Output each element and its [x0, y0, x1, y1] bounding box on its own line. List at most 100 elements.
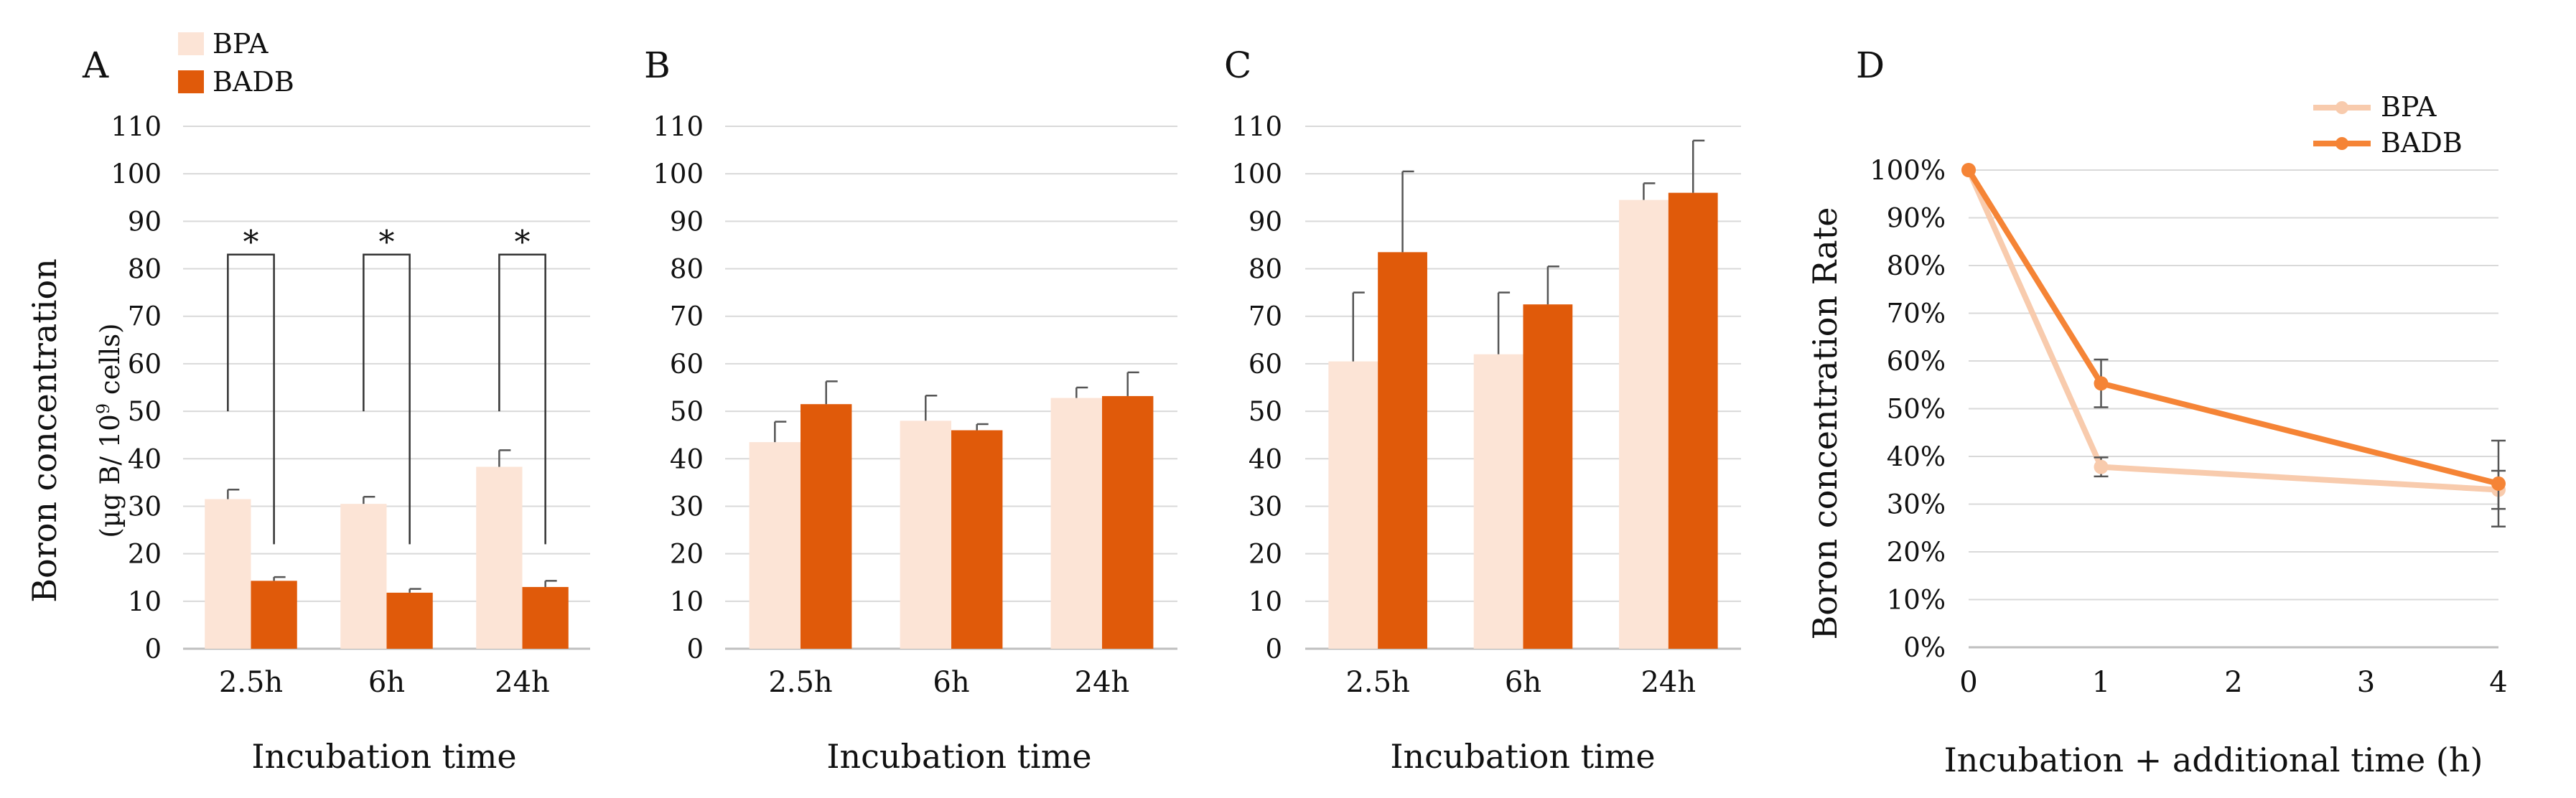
x-tick-label: 0	[1959, 666, 1977, 699]
x-tick-label: 3	[2357, 666, 2375, 699]
panel-label-c: C	[1224, 44, 1251, 86]
data-point-badb	[2094, 376, 2109, 391]
panel-c-chart: C Incubation time 0 10 20 30 40 50 60 70 80 90 100…	[1224, 44, 1741, 776]
y-tick-label: 20%	[1887, 537, 1946, 568]
legend-label-badb: BADB	[2381, 127, 2463, 159]
y-tick-label: 30	[670, 491, 704, 522]
y-tick-label: 50	[128, 396, 162, 427]
y-tick-label: 80	[670, 254, 704, 285]
y-tick-label: 70	[670, 301, 704, 332]
x-tick-label: 6h	[1505, 666, 1541, 699]
y-tick-label: 40	[128, 443, 162, 474]
y-tick-label: 100	[653, 159, 704, 189]
y-tick-label: 90	[128, 206, 162, 237]
x-tick-label: 24h	[1641, 666, 1696, 699]
y-tick-label: 100	[111, 159, 162, 189]
y-tick-label: 80%	[1887, 250, 1946, 281]
x-axis-label-a: Incubation time	[251, 737, 516, 776]
y-tick-label: 90	[670, 206, 704, 237]
y-tick-label: 10%	[1887, 585, 1946, 616]
y-tick-label: 80	[1249, 254, 1282, 285]
bar-badb	[951, 430, 1003, 649]
bar-badb	[522, 586, 569, 649]
significance-bracket	[227, 253, 275, 545]
y-tick-label: 60%	[1887, 346, 1946, 377]
bar-bpa	[900, 421, 951, 649]
bar-badb	[801, 404, 852, 649]
significance-marker: *	[379, 225, 395, 261]
x-axis-label-c: Incubation time	[1390, 737, 1655, 776]
y-tick-label: 100	[1231, 159, 1282, 189]
legend-swatch-bpa	[178, 32, 204, 55]
data-point-badb	[1961, 163, 1976, 177]
panel-d-chart: D Boron concentration Rate Incubation + …	[1806, 44, 2508, 779]
y-tick-label: 10	[128, 586, 162, 617]
bar-bpa	[1619, 200, 1669, 649]
y-tick-label: 70%	[1887, 299, 1946, 329]
bar-bpa	[1328, 361, 1378, 649]
bar-bpa	[749, 442, 801, 649]
bar-bpa	[1050, 398, 1102, 649]
x-tick-label: 2.5h	[219, 666, 283, 699]
bar-badb	[386, 592, 433, 649]
x-tick-label: 6h	[368, 666, 405, 699]
bar-bpa	[1473, 354, 1523, 649]
bar-bpa	[205, 499, 251, 649]
significance-marker: *	[243, 225, 259, 261]
legend-swatch-badb	[178, 70, 204, 93]
legend: BPA BADB	[178, 28, 294, 98]
y-tick-label: 70	[1249, 301, 1282, 332]
bar-badb	[1523, 304, 1573, 649]
y-tick-label: 10	[670, 586, 704, 617]
y-tick-label: 90%	[1887, 203, 1946, 234]
x-tick-label: 2.5h	[768, 666, 832, 699]
x-tick-label: 4	[2489, 666, 2507, 699]
y-tick-label: 20	[670, 539, 704, 570]
bar-badb	[1668, 192, 1718, 649]
x-tick-label: 1	[2092, 666, 2110, 699]
y-tick-label: 110	[1231, 111, 1282, 142]
y-tick-label: 50	[670, 396, 704, 427]
panel-label-d: D	[1856, 44, 1885, 86]
x-axis-label-d: Incubation + additional time (h)	[1944, 741, 2483, 779]
x-tick-label: 2.5h	[1345, 666, 1409, 699]
panel-b-chart: B Incubation time 0 10 20 30 40 50 60 70 80 90 100…	[644, 44, 1177, 776]
bar-bpa	[476, 466, 523, 649]
legend-label-badb: BADB	[213, 66, 294, 98]
significance-bracket	[363, 253, 411, 545]
y-tick-label: 110	[111, 111, 162, 142]
panel-label-b: B	[644, 44, 671, 86]
y-tick-label: 50%	[1887, 394, 1946, 425]
y-tick-label: 20	[1249, 539, 1282, 570]
y-tick-label: 40%	[1887, 441, 1946, 472]
y-tick-label: 0	[144, 634, 162, 665]
legend-label-bpa: BPA	[2381, 91, 2437, 123]
y-tick-label: 30	[128, 491, 162, 522]
significance-bracket	[498, 253, 546, 545]
x-tick-label: 24h	[1075, 666, 1130, 699]
bar-badb	[1102, 395, 1154, 649]
y-tick-label: 50	[1249, 396, 1282, 427]
legend: BPA BADB	[2313, 91, 2463, 159]
y-tick-label: 30	[1249, 491, 1282, 522]
y-tick-label: 0	[1265, 634, 1282, 665]
legend-label-bpa: BPA	[213, 28, 269, 60]
bar-bpa	[340, 504, 387, 649]
y-tick-label: 70	[128, 301, 162, 332]
y-tick-label: 60	[670, 349, 704, 380]
x-tick-label: 24h	[495, 666, 550, 699]
data-point-badb	[2491, 476, 2506, 491]
y-axis-label-d: Boron concentration Rate	[1806, 207, 1844, 640]
legend-marker-bpa	[2335, 101, 2348, 114]
x-tick-label: 2	[2224, 666, 2242, 699]
legend-marker-badb	[2335, 137, 2348, 150]
y-tick-label: 60	[1249, 349, 1282, 380]
y-tick-label: 100%	[1870, 155, 1946, 186]
y-tick-label: 30%	[1887, 489, 1946, 520]
x-axis-label-b: Incubation time	[826, 737, 1091, 776]
panel-label-a: A	[82, 44, 109, 86]
y-tick-label: 40	[670, 443, 704, 474]
y-tick-label: 0%	[1903, 632, 1946, 663]
y-tick-label: 60	[128, 349, 162, 380]
